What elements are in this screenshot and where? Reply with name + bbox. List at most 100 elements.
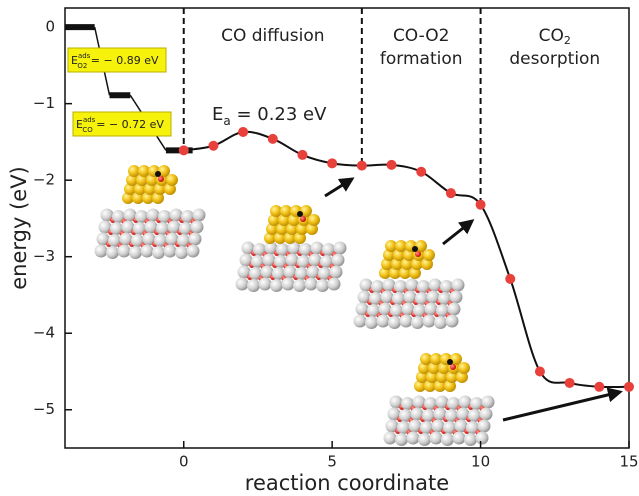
support-atom (407, 432, 420, 445)
data-point (416, 167, 426, 177)
support-atom (395, 433, 408, 446)
gold-atom (423, 249, 435, 261)
support-atom (334, 242, 347, 255)
region-sub: 2 (564, 34, 571, 47)
rest: = − 0.72 eV (93, 118, 165, 131)
support-atom (191, 221, 204, 234)
data-point (297, 150, 307, 160)
data-point (238, 127, 248, 137)
co-carbon (297, 211, 303, 217)
region-label: CO2 (539, 26, 571, 47)
rest: = − 0.89 eV (87, 54, 159, 67)
x-axis-label: reaction coordinate (245, 471, 449, 495)
gold-atom (166, 174, 178, 186)
activation-label: Ea = 0.23 eV (212, 104, 327, 128)
support-atom (446, 315, 459, 328)
rest: = 0.23 eV (231, 104, 327, 125)
support-atom (418, 433, 431, 446)
region-label: desorption (509, 49, 600, 69)
x-tick-label: 15 (619, 453, 638, 471)
x-tick-label: 0 (179, 453, 189, 471)
support-atom (448, 303, 461, 316)
support-atom (129, 246, 142, 259)
gold-atom (308, 214, 320, 226)
support-atom (189, 233, 202, 246)
data-point (535, 366, 545, 376)
region-label: CO-O2 (393, 26, 450, 46)
support-atom (453, 432, 466, 445)
support-atom (400, 315, 413, 328)
y-axis-label: energy (eV) (7, 166, 31, 290)
support-atom (187, 245, 200, 258)
data-point (268, 134, 278, 144)
support-atom (450, 291, 463, 304)
arrow (503, 392, 620, 420)
support-atom (430, 432, 443, 445)
support-atom (270, 279, 283, 292)
support-atom (478, 420, 491, 433)
support-atom (316, 279, 329, 292)
data-point (327, 158, 337, 168)
co-oxygen (300, 216, 306, 222)
support-atom (236, 278, 249, 291)
support-atom (464, 433, 477, 446)
support-atom (330, 266, 343, 279)
support-atom (354, 315, 367, 328)
y-tick-label: −4 (33, 324, 55, 342)
support-atom (332, 254, 345, 267)
symbol: E (212, 104, 223, 125)
co-oxygen (450, 364, 456, 370)
support-atom (411, 316, 424, 329)
support-atom (452, 279, 465, 292)
subscript: CO (82, 126, 93, 134)
arrow (325, 179, 352, 196)
data-point (179, 145, 189, 155)
support-atom (441, 433, 454, 446)
y-tick-label: −3 (33, 247, 55, 265)
support-atom (384, 432, 397, 445)
chart: 0510150−1−2−3−4−5CO diffusionCO-O2format… (0, 0, 639, 496)
y-tick-label: 0 (45, 18, 55, 36)
support-atom (482, 396, 495, 409)
y-tick-label: −5 (33, 400, 55, 418)
data-point (387, 160, 397, 170)
data-point (594, 382, 604, 392)
page: {"chart_data": { "type": "line", "x_labe… (0, 0, 639, 496)
support-atom (377, 315, 390, 328)
data-point (505, 274, 515, 284)
support-atom (175, 246, 188, 259)
region-text: CO diffusion (221, 26, 324, 46)
support-atom (95, 245, 108, 258)
support-atom (141, 245, 154, 258)
support-atom (259, 278, 272, 291)
support-atom (293, 279, 306, 292)
data-point (624, 382, 634, 392)
support-atom (282, 278, 295, 291)
data-point (446, 188, 456, 198)
support-atom (423, 315, 436, 328)
support-atom (247, 279, 260, 292)
y-tick-label: −2 (33, 171, 55, 189)
region-text: CO (539, 26, 564, 46)
subscript: a (223, 114, 230, 128)
support-atom (106, 246, 119, 259)
y-tick-label: −1 (33, 94, 55, 112)
data-point (208, 141, 218, 151)
support-atom (480, 408, 493, 421)
region-text: formation (380, 49, 463, 69)
data-point (476, 200, 486, 210)
co-carbon (155, 171, 161, 177)
arrow (443, 221, 472, 244)
region-label: formation (380, 49, 463, 69)
illustrations (95, 165, 495, 446)
support-atom (118, 245, 131, 258)
co-oxygen (158, 176, 164, 182)
region-text: CO-O2 (393, 26, 450, 46)
co-oxygen (415, 251, 421, 257)
support-atom (305, 278, 318, 291)
support-atom (434, 316, 447, 329)
region-label: CO diffusion (221, 26, 324, 46)
support-atom (388, 316, 401, 329)
support-atom (164, 245, 177, 258)
co-carbon (412, 246, 418, 252)
